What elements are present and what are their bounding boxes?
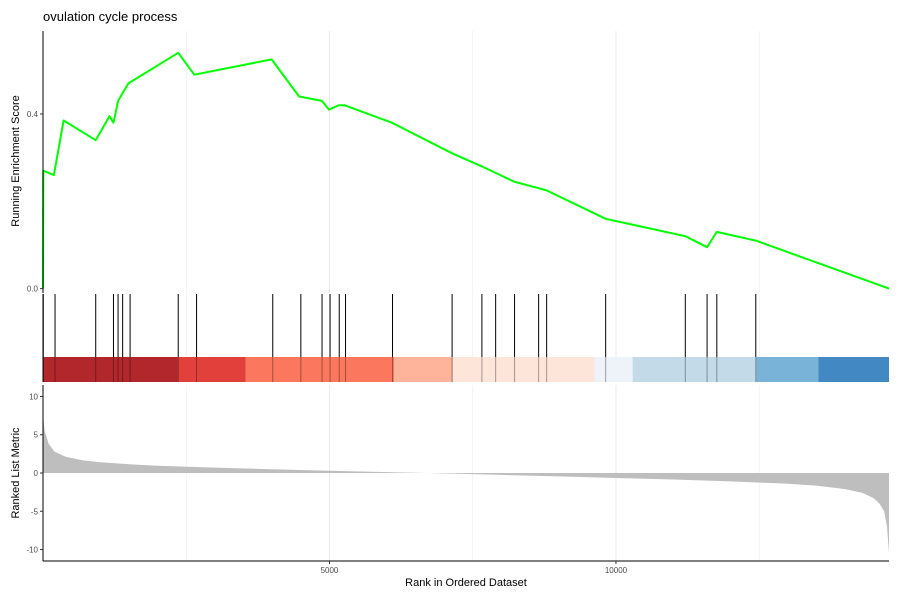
color-bar-segment — [245, 357, 395, 382]
top-y-tick-label: 0.0 — [27, 285, 39, 294]
enrichment-score-line — [42, 51, 890, 290]
color-bar-segment — [818, 357, 889, 382]
chart-title: ovulation cycle process — [43, 9, 178, 24]
color-bar-segment — [177, 357, 246, 382]
color-bar-segment — [756, 357, 819, 382]
color-bar-segment — [394, 357, 453, 382]
top-y-tick-label: 0.4 — [27, 110, 39, 119]
color-bar-segment — [632, 357, 757, 382]
x-axis-title: Rank in Ordered Dataset — [405, 577, 527, 589]
color-bar-segment — [594, 357, 633, 382]
tick-labels: 0.0 0.4 -10 -5 0 5 10 5000 10000 — [26, 110, 627, 575]
bottom-y-tick-label: 10 — [29, 392, 38, 401]
x-tick-label: 10000 — [605, 566, 628, 575]
color-bar-segment — [43, 357, 178, 382]
x-tick-label: 5000 — [321, 566, 339, 575]
bottom-y-tick-label: 5 — [34, 431, 39, 440]
hits-panel-grid — [185, 294, 760, 357]
ranked-metric-panel — [43, 415, 889, 554]
ranked-metric-area — [43, 415, 889, 554]
bottom-y-axis-title: Ranked List Metric — [10, 427, 22, 519]
rank-color-bar — [42, 357, 889, 382]
color-bar-segment — [452, 357, 595, 382]
top-y-axis-title: Running Enrichment Score — [10, 95, 22, 226]
running-enrichment-panel — [42, 51, 890, 290]
bottom-y-tick-label: 0 — [34, 469, 39, 478]
bottom-y-tick-label: -10 — [26, 546, 38, 555]
bottom-y-tick-label: -5 — [31, 507, 39, 516]
